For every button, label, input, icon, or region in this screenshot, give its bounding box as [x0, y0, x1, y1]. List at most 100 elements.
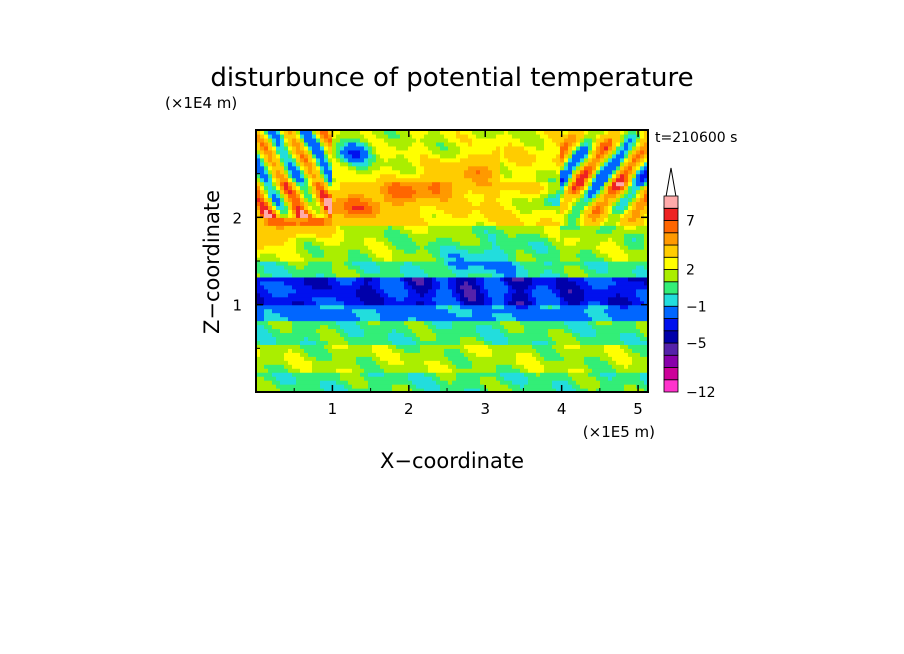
field-cell	[376, 264, 381, 270]
field-cell	[296, 133, 301, 139]
field-cell	[552, 261, 557, 266]
field-cell	[284, 257, 289, 262]
field-cell	[452, 189, 457, 195]
field-cell	[400, 380, 405, 385]
field-cell	[256, 268, 261, 274]
field-cell	[272, 213, 277, 218]
field-cell	[360, 388, 365, 392]
field-cell	[360, 201, 365, 207]
field-cell	[428, 177, 433, 183]
field-cell	[288, 157, 293, 163]
field-cell	[496, 352, 501, 357]
field-cell	[492, 332, 497, 338]
field-cell	[544, 384, 549, 389]
field-cell	[536, 209, 541, 214]
field-cell	[352, 161, 357, 167]
field-cell	[536, 225, 541, 230]
field-cell	[468, 364, 473, 369]
field-cell	[396, 201, 401, 207]
field-cell	[380, 233, 385, 238]
field-cell	[300, 145, 305, 151]
field-cell	[476, 280, 481, 286]
field-cell	[316, 264, 321, 270]
field-cell	[540, 165, 545, 171]
field-cell	[524, 332, 529, 338]
field-cell	[548, 130, 553, 135]
field-cell	[500, 181, 505, 187]
field-cell	[280, 340, 285, 345]
field-cell	[368, 292, 373, 298]
field-cell	[380, 340, 385, 345]
field-cell	[552, 229, 557, 234]
field-cell	[472, 280, 477, 286]
field-cell	[396, 272, 401, 278]
field-cell	[324, 340, 329, 345]
field-cell	[412, 332, 417, 338]
field-cell	[364, 217, 369, 222]
field-cell	[344, 372, 349, 377]
field-cell	[280, 384, 285, 389]
field-cell	[508, 384, 513, 389]
field-cell	[436, 324, 441, 330]
field-cell	[492, 348, 497, 353]
field-cell	[456, 320, 461, 326]
field-cell	[332, 165, 337, 171]
field-cell	[356, 173, 361, 179]
field-cell	[512, 348, 517, 353]
field-cell	[544, 380, 549, 385]
field-cell	[548, 352, 553, 357]
field-cell	[468, 324, 473, 330]
field-cell	[284, 336, 289, 341]
field-cell	[380, 213, 385, 218]
field-cell	[512, 229, 517, 234]
field-cell	[284, 348, 289, 353]
field-cell	[264, 280, 269, 286]
field-cell	[500, 149, 505, 155]
field-cell	[368, 161, 373, 167]
field-cell	[320, 185, 325, 191]
field-cell	[504, 257, 509, 262]
field-cell	[372, 372, 377, 377]
field-cell	[288, 296, 293, 302]
field-cell	[284, 237, 289, 242]
field-cell	[396, 360, 401, 365]
field-cell	[528, 308, 533, 314]
field-cell	[528, 145, 533, 151]
field-cell	[332, 336, 337, 341]
field-cell	[304, 157, 309, 163]
field-cell	[312, 356, 317, 361]
field-cell	[408, 237, 413, 242]
field-cell	[312, 141, 317, 147]
field-cell	[412, 197, 417, 203]
field-cell	[472, 284, 477, 290]
field-cell	[392, 221, 397, 226]
field-cell	[344, 157, 349, 163]
field-cell	[408, 276, 413, 282]
field-cell	[356, 213, 361, 218]
field-cell	[440, 221, 445, 226]
field-cell	[376, 308, 381, 314]
field-cell	[416, 288, 421, 294]
field-cell	[328, 201, 333, 207]
field-cell	[436, 205, 441, 210]
field-cell	[268, 130, 273, 135]
field-cell	[272, 157, 277, 163]
field-cell	[524, 213, 529, 218]
field-cell	[388, 130, 393, 135]
field-cell	[316, 328, 321, 334]
field-cell	[308, 372, 313, 377]
field-cell	[536, 292, 541, 298]
field-cell	[276, 245, 281, 250]
field-cell	[476, 384, 481, 389]
field-cell	[464, 324, 469, 330]
field-cell	[288, 237, 293, 242]
field-cell	[272, 177, 277, 183]
field-cell	[532, 149, 537, 155]
field-cell	[388, 205, 393, 210]
field-cell	[400, 300, 405, 306]
field-cell	[312, 157, 317, 163]
field-cell	[460, 276, 465, 282]
field-cell	[404, 153, 409, 159]
field-cell	[488, 312, 493, 318]
field-cell	[448, 253, 453, 258]
